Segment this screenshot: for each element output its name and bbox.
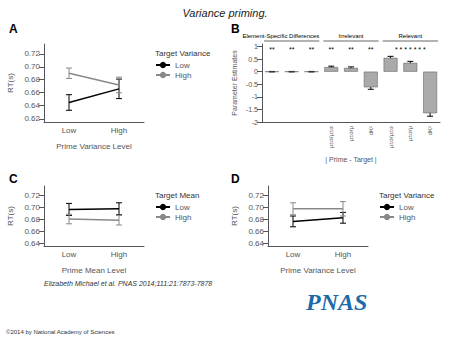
svg-text:Elizabeth Michael et al. PNAS: Elizabeth Michael et al. PNAS 2014;111:2… bbox=[44, 280, 212, 287]
svg-text:Irrelevant: Irrelevant bbox=[338, 33, 363, 39]
svg-text:-1: -1 bbox=[252, 93, 258, 100]
svg-text:High: High bbox=[175, 213, 191, 222]
svg-text:D: D bbox=[231, 172, 240, 186]
svg-text:**: ** bbox=[309, 46, 315, 53]
svg-text:Prime Mean Level: Prime Mean Level bbox=[62, 266, 127, 275]
svg-text:B: B bbox=[231, 22, 240, 36]
svg-text:**: ** bbox=[328, 46, 334, 53]
svg-text:μ±σ/μ±σ: μ±σ/μ±σ bbox=[328, 126, 334, 149]
svg-text:Low: Low bbox=[286, 250, 301, 259]
svg-text:0.66: 0.66 bbox=[24, 88, 40, 97]
svg-text:0: 0 bbox=[254, 68, 258, 75]
svg-text:-2: -2 bbox=[252, 119, 258, 126]
svg-text:High: High bbox=[335, 250, 351, 259]
svg-text:0.5: 0.5 bbox=[248, 56, 258, 63]
svg-text:C: C bbox=[9, 172, 18, 186]
svg-text:1: 1 bbox=[254, 43, 258, 50]
svg-text:**: ** bbox=[348, 46, 354, 53]
svg-text:0.66: 0.66 bbox=[248, 227, 264, 236]
svg-text:**: ** bbox=[269, 46, 275, 53]
svg-text:0.72: 0.72 bbox=[24, 191, 40, 200]
svg-text:μ±σ/μ: μ±σ/μ bbox=[407, 125, 413, 141]
svg-text:-0.5: -0.5 bbox=[246, 81, 258, 88]
svg-text:Prime Variance Level: Prime Variance Level bbox=[56, 142, 132, 151]
svg-text:0.70: 0.70 bbox=[24, 203, 40, 212]
svg-text:μ±σ/μ: μ±σ/μ bbox=[348, 125, 354, 141]
svg-text:dK²: dK² bbox=[427, 126, 433, 135]
svg-text:Low: Low bbox=[62, 250, 77, 259]
svg-text:High: High bbox=[175, 71, 191, 80]
svg-text:0.72: 0.72 bbox=[24, 49, 40, 58]
svg-text:0.68: 0.68 bbox=[24, 75, 40, 84]
svg-text:0.72: 0.72 bbox=[248, 191, 264, 200]
svg-text:PNAS: PNAS bbox=[305, 289, 367, 315]
svg-text:A: A bbox=[9, 22, 18, 36]
svg-text:Relevant: Relevant bbox=[398, 33, 422, 39]
svg-text:Prime Variance Level: Prime Variance Level bbox=[280, 266, 356, 275]
svg-text:Target Mean: Target Mean bbox=[155, 191, 199, 200]
svg-text:Target Variance: Target Variance bbox=[379, 191, 435, 200]
svg-text:Low: Low bbox=[399, 203, 414, 212]
svg-text:-1.5: -1.5 bbox=[246, 106, 258, 113]
svg-text:High: High bbox=[111, 250, 127, 259]
svg-text:High: High bbox=[111, 126, 127, 135]
svg-text:0.64: 0.64 bbox=[24, 239, 40, 248]
svg-text:©2014 by National Academy of S: ©2014 by National Academy of Sciences bbox=[6, 329, 114, 335]
svg-text:Low: Low bbox=[62, 126, 77, 135]
svg-text:Low: Low bbox=[175, 61, 190, 70]
svg-text:0.66: 0.66 bbox=[24, 227, 40, 236]
svg-text:Element-Specific Differences: Element-Specific Differences bbox=[242, 33, 319, 39]
svg-text:**: ** bbox=[289, 46, 295, 53]
svg-text:0.62: 0.62 bbox=[24, 114, 40, 123]
svg-text:0.70: 0.70 bbox=[24, 62, 40, 71]
svg-text:0.64: 0.64 bbox=[248, 239, 264, 248]
svg-text:RT(s): RT(s) bbox=[6, 73, 15, 93]
svg-text:* * * * * * *: * * * * * * * bbox=[395, 46, 426, 53]
svg-text:μ±σ/μ±σ: μ±σ/μ±σ bbox=[388, 126, 394, 149]
svg-text:**: ** bbox=[368, 46, 374, 53]
svg-text:RT(s): RT(s) bbox=[6, 206, 15, 226]
svg-text:0.64: 0.64 bbox=[24, 101, 40, 110]
svg-text:0.68: 0.68 bbox=[248, 215, 264, 224]
svg-text:Low: Low bbox=[175, 203, 190, 212]
svg-text:RT(s): RT(s) bbox=[230, 206, 239, 226]
svg-text:dK²: dK² bbox=[368, 126, 374, 135]
svg-text:Target Variance: Target Variance bbox=[155, 49, 211, 58]
svg-text:Parameter Estimates: Parameter Estimates bbox=[231, 50, 238, 116]
svg-text:0.70: 0.70 bbox=[248, 203, 264, 212]
svg-text:0.68: 0.68 bbox=[24, 215, 40, 224]
svg-text:High: High bbox=[399, 213, 415, 222]
svg-text:Variance priming.: Variance priming. bbox=[182, 7, 267, 19]
svg-text:| Prime - Target |: | Prime - Target | bbox=[325, 156, 377, 164]
